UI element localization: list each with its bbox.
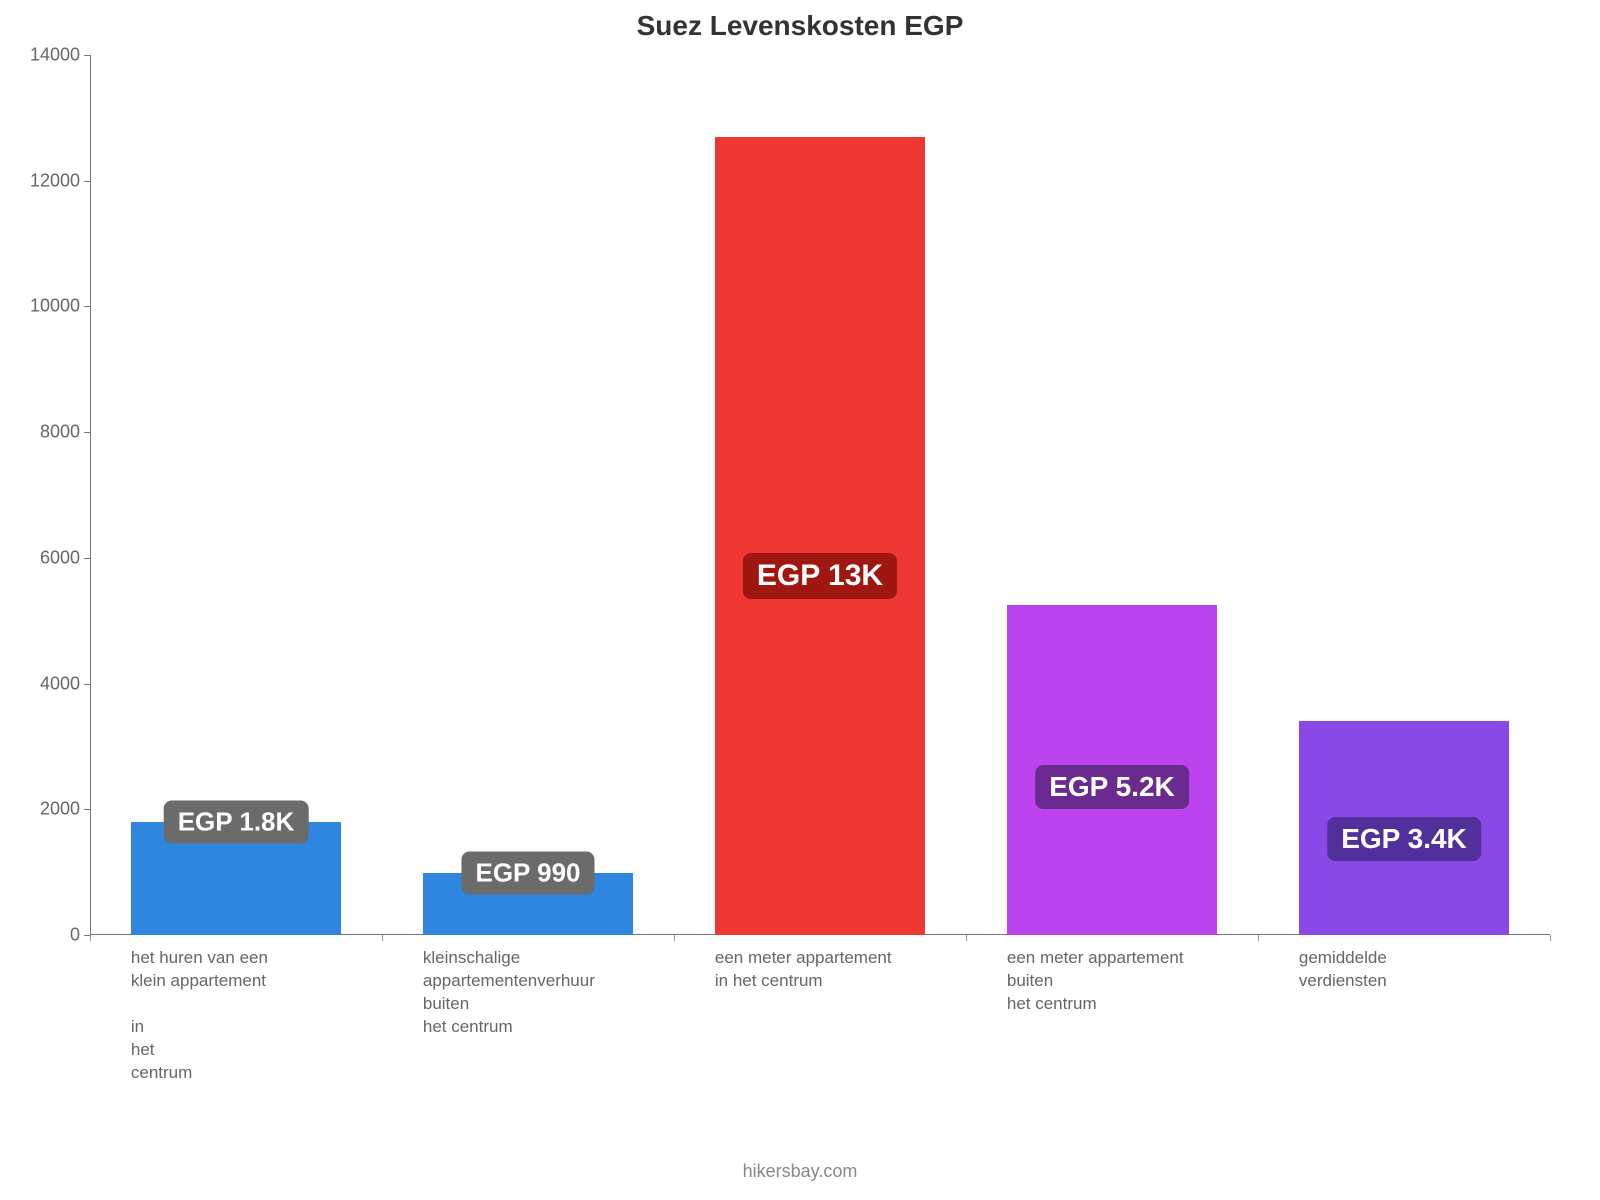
x-tick-mark: [674, 935, 675, 941]
y-tick-label: 6000: [40, 547, 90, 568]
y-tick-label: 8000: [40, 422, 90, 443]
y-axis-line: [90, 55, 91, 935]
value-badge: EGP 990: [461, 851, 594, 894]
y-tick-label: 10000: [30, 296, 90, 317]
y-tick-mark: [84, 181, 90, 182]
y-tick-mark: [84, 55, 90, 56]
value-badge: EGP 5.2K: [1035, 765, 1189, 809]
value-badge: EGP 3.4K: [1327, 817, 1481, 861]
y-tick-mark: [84, 558, 90, 559]
chart-title: Suez Levenskosten EGP: [0, 10, 1600, 42]
x-axis-label: een meter appartement in het centrum: [715, 935, 925, 993]
value-badge: EGP 13K: [743, 553, 897, 599]
bar: [715, 137, 925, 935]
attribution-text: hikersbay.com: [0, 1161, 1600, 1182]
y-tick-label: 4000: [40, 673, 90, 694]
y-tick-mark: [84, 809, 90, 810]
x-axis-label: kleinschalige appartementenverhuur buite…: [423, 935, 633, 1039]
chart-container: Suez Levenskosten EGP 020004000600080001…: [0, 0, 1600, 1200]
y-tick-mark: [84, 432, 90, 433]
plot-area: 02000400060008000100001200014000EGP 1.8K…: [90, 55, 1550, 935]
y-tick-label: 12000: [30, 170, 90, 191]
x-axis-label: gemiddelde verdiensten: [1299, 935, 1509, 993]
x-tick-mark: [1258, 935, 1259, 941]
y-tick-mark: [84, 306, 90, 307]
x-axis-label: het huren van een klein appartement in h…: [131, 935, 341, 1085]
x-tick-mark: [90, 935, 91, 941]
y-tick-mark: [84, 684, 90, 685]
y-tick-label: 2000: [40, 799, 90, 820]
value-badge: EGP 1.8K: [164, 800, 309, 843]
x-axis-label: een meter appartement buiten het centrum: [1007, 935, 1217, 1016]
x-tick-mark: [966, 935, 967, 941]
x-tick-mark: [1550, 935, 1551, 941]
y-tick-label: 14000: [30, 45, 90, 66]
x-tick-mark: [382, 935, 383, 941]
